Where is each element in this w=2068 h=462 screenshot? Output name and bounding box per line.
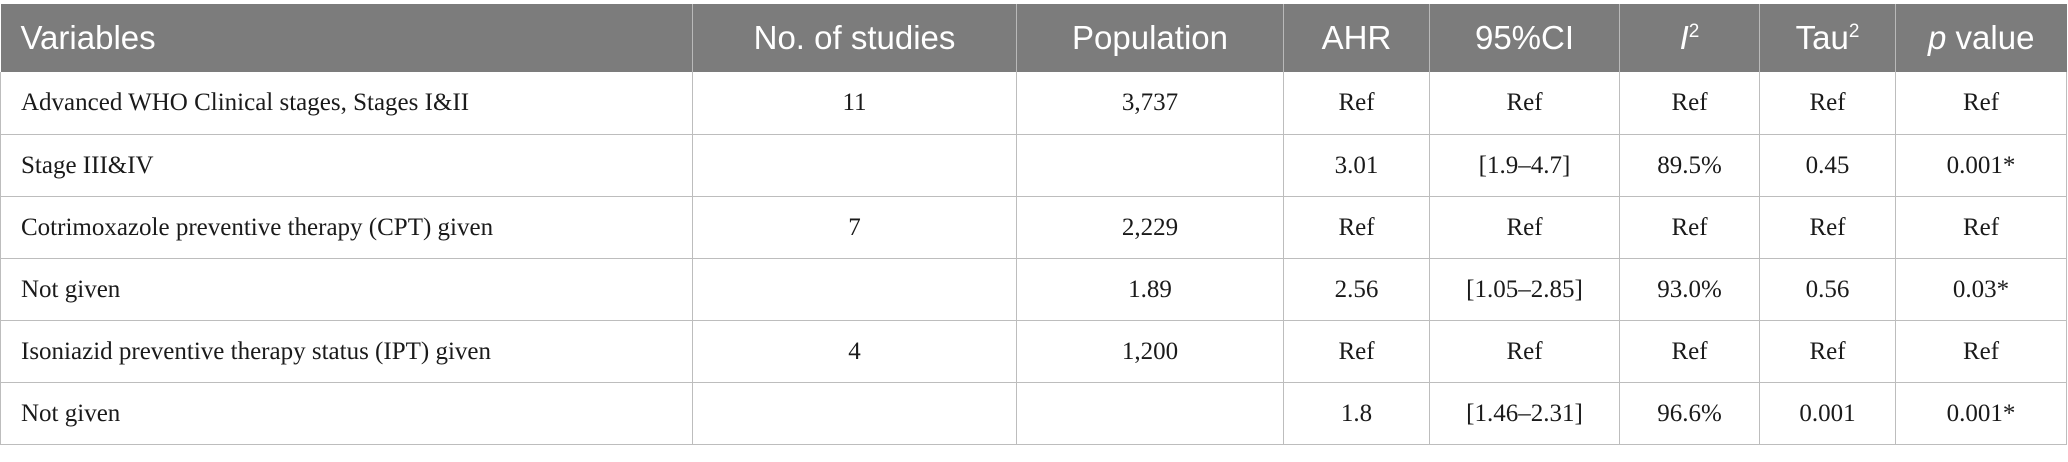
table-row: Cotrimoxazole preventive therapy (CPT) g… xyxy=(0,196,2067,259)
cell-ahr: Ref xyxy=(1283,72,1430,135)
cell-population: 1.89 xyxy=(1016,258,1284,321)
header-p-rest: value xyxy=(1946,19,2035,56)
cell-ahr: Ref xyxy=(1283,320,1430,383)
cell-tau2: 0.56 xyxy=(1759,258,1896,321)
cell-ahr: 1.8 xyxy=(1283,382,1430,445)
cell-variable: Advanced WHO Clinical stages, Stages I&I… xyxy=(0,72,693,135)
cell-i2: 93.0% xyxy=(1619,258,1760,321)
header-p-value: p value xyxy=(1895,4,2067,72)
cell-p-value: 0.03* xyxy=(1895,258,2067,321)
cell-tau2: Ref xyxy=(1759,320,1896,383)
cell-ahr: 2.56 xyxy=(1283,258,1430,321)
cell-studies: 7 xyxy=(692,196,1017,259)
cell-ci: [1.46–2.31] xyxy=(1429,382,1620,445)
results-table: Variables No. of studies Population AHR … xyxy=(0,4,2067,445)
cell-i2: Ref xyxy=(1619,320,1760,383)
cell-studies xyxy=(692,258,1017,321)
header-ahr: AHR xyxy=(1283,4,1430,72)
cell-p-value: 0.001* xyxy=(1895,134,2067,197)
header-ci: 95%CI xyxy=(1429,4,1620,72)
header-tau2: Tau2 xyxy=(1759,4,1896,72)
table-body: Advanced WHO Clinical stages, Stages I&I… xyxy=(0,72,2067,445)
cell-studies xyxy=(692,382,1017,445)
header-i2-sup: 2 xyxy=(1688,21,1700,42)
cell-p-value: Ref xyxy=(1895,320,2067,383)
cell-variable: Not given xyxy=(0,382,693,445)
cell-p-value: 0.001* xyxy=(1895,382,2067,445)
cell-variable: Isoniazid preventive therapy status (IPT… xyxy=(0,320,693,383)
cell-p-value: Ref xyxy=(1895,72,2067,135)
cell-tau2: Ref xyxy=(1759,196,1896,259)
cell-population: 1,200 xyxy=(1016,320,1284,383)
header-i2: I2 xyxy=(1619,4,1760,72)
cell-variable: Cotrimoxazole preventive therapy (CPT) g… xyxy=(0,196,693,259)
header-population: Population xyxy=(1016,4,1284,72)
header-studies: No. of studies xyxy=(692,4,1017,72)
table-row: Stage III&IV 3.01 [1.9–4.7] 89.5% 0.45 0… xyxy=(0,134,2067,197)
table-row: Advanced WHO Clinical stages, Stages I&I… xyxy=(0,72,2067,135)
cell-i2: Ref xyxy=(1619,72,1760,135)
cell-studies: 11 xyxy=(692,72,1017,135)
cell-population xyxy=(1016,382,1284,445)
cell-ahr: 3.01 xyxy=(1283,134,1430,197)
cell-ci: [1.05–2.85] xyxy=(1429,258,1620,321)
cell-ci: Ref xyxy=(1429,72,1620,135)
cell-ci: [1.9–4.7] xyxy=(1429,134,1620,197)
cell-ci: Ref xyxy=(1429,320,1620,383)
cell-p-value: Ref xyxy=(1895,196,2067,259)
header-p-italic: p xyxy=(1928,19,1947,56)
cell-studies xyxy=(692,134,1017,197)
cell-variable: Not given xyxy=(0,258,693,321)
cell-studies: 4 xyxy=(692,320,1017,383)
header-tau-base: Tau xyxy=(1795,19,1849,56)
cell-ahr: Ref xyxy=(1283,196,1430,259)
header-i2-base: I xyxy=(1679,19,1689,56)
cell-variable: Stage III&IV xyxy=(0,134,693,197)
header-variables: Variables xyxy=(0,4,693,72)
cell-population: 2,229 xyxy=(1016,196,1284,259)
cell-tau2: 0.45 xyxy=(1759,134,1896,197)
cell-ci: Ref xyxy=(1429,196,1620,259)
cell-i2: Ref xyxy=(1619,196,1760,259)
table-row: Isoniazid preventive therapy status (IPT… xyxy=(0,320,2067,383)
table-row: Not given 1.89 2.56 [1.05–2.85] 93.0% 0.… xyxy=(0,258,2067,321)
header-row: Variables No. of studies Population AHR … xyxy=(0,4,2067,72)
results-table-container: Variables No. of studies Population AHR … xyxy=(0,4,2067,445)
cell-tau2: 0.001 xyxy=(1759,382,1896,445)
cell-population: 3,737 xyxy=(1016,72,1284,135)
cell-population xyxy=(1016,134,1284,197)
table-row: Not given 1.8 [1.46–2.31] 96.6% 0.001 0.… xyxy=(0,382,2067,445)
header-tau-sup: 2 xyxy=(1848,21,1860,42)
table-header: Variables No. of studies Population AHR … xyxy=(0,4,2067,72)
cell-i2: 89.5% xyxy=(1619,134,1760,197)
cell-i2: 96.6% xyxy=(1619,382,1760,445)
cell-tau2: Ref xyxy=(1759,72,1896,135)
